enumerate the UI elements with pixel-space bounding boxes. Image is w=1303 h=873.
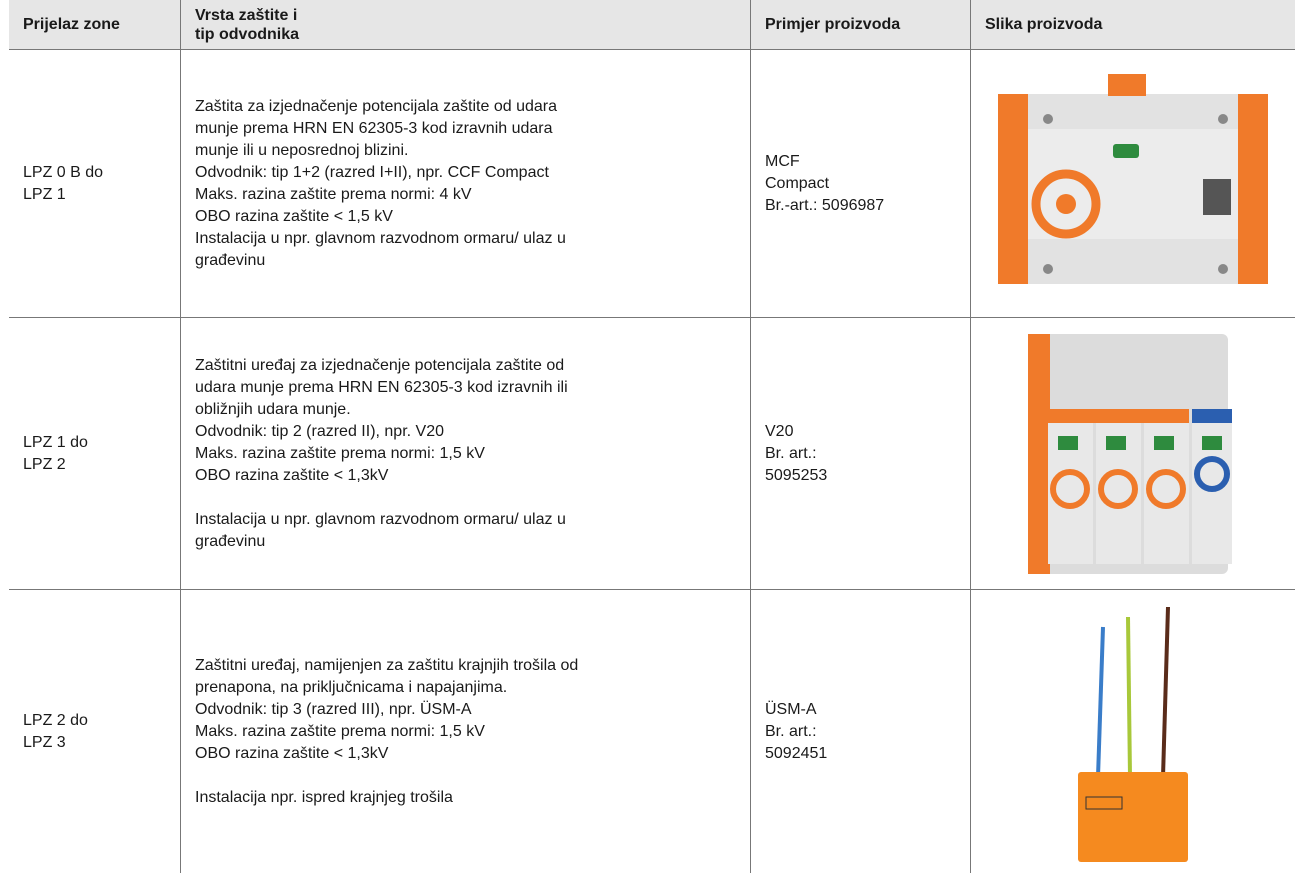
zone-text: LPZ 0 B do xyxy=(23,163,104,181)
description-text: Zaštitni uređaj za izjednačenje potencij… xyxy=(195,356,565,374)
product-image xyxy=(998,73,1268,284)
header-text: Slika proizvoda xyxy=(985,16,1103,33)
description-text: Odvodnik: tip 1+2 (razred I+II), npr. CC… xyxy=(195,163,549,181)
zone-text: LPZ 1 xyxy=(23,185,66,203)
product-cell: V20 Br. art.: 5095253 xyxy=(750,318,970,590)
product-text: V20 xyxy=(765,422,794,440)
product-text: Br. art.: xyxy=(765,722,817,740)
zone-cell: LPZ 0 B do LPZ 1 xyxy=(9,50,180,318)
description-text: Odvodnik: tip 2 (razred II), npr. V20 xyxy=(195,422,445,440)
header-cell: Vrsta zaštite i tip odvodnika xyxy=(180,0,750,50)
zone-text: LPZ 3 xyxy=(23,733,66,751)
description-cell: Zaštitni uređaj, namijenjen za zaštitu k… xyxy=(180,590,750,873)
description-text: Maks. razina zaštite prema normi: 1,5 kV xyxy=(195,444,485,462)
description-text: građevinu xyxy=(195,532,266,550)
zone-cell: LPZ 1 do LPZ 2 xyxy=(9,318,180,590)
description-text: Maks. razina zaštite prema normi: 4 kV xyxy=(195,185,472,203)
zone-text: LPZ 1 do xyxy=(23,433,88,451)
description-text: OBO razina zaštite < 1,3kV xyxy=(195,744,389,762)
description-text: Instalacija u npr. glavnom razvodnom orm… xyxy=(195,510,566,528)
image-cell xyxy=(970,590,1295,873)
spacer xyxy=(195,487,737,509)
product-text: Compact xyxy=(765,174,830,192)
description-text: prenapona, na priključnicama i napajanji… xyxy=(195,678,508,696)
header-text: Vrsta zaštite i xyxy=(195,6,298,24)
description-text: Maks. razina zaštite prema normi: 1,5 kV xyxy=(195,722,485,740)
zone-text: LPZ 2 xyxy=(23,455,66,473)
description-text: OBO razina zaštite < 1,3kV xyxy=(195,466,389,484)
description-text: Instalacija npr. ispred krajnjeg trošila xyxy=(195,788,453,806)
description-text: munje prema HRN EN 62305-3 kod izravnih … xyxy=(195,119,553,137)
product-text: ÜSM-A xyxy=(765,700,817,718)
header-text: Prijelaz zone xyxy=(23,16,120,33)
spacer xyxy=(195,765,737,787)
description-text: munje ili u neposrednoj blizini. xyxy=(195,141,409,159)
description-text: Zaštita za izjednačenje potencijala zašt… xyxy=(195,97,557,115)
header-text: tip odvodnika xyxy=(195,25,299,43)
product-text: Br. art.: xyxy=(765,444,817,462)
description-text: obližnjih udara munje. xyxy=(195,400,351,418)
description-text: građevinu xyxy=(195,251,266,269)
description-cell: Zaštita za izjednačenje potencijala zašt… xyxy=(180,50,750,318)
description-cell: Zaštitni uređaj za izjednačenje potencij… xyxy=(180,318,750,590)
product-image xyxy=(1078,606,1188,862)
description-text: Instalacija u npr. glavnom razvodnom orm… xyxy=(195,229,566,247)
product-text: MCF xyxy=(765,152,800,170)
header-cell: Prijelaz zone xyxy=(9,0,180,50)
product-cell: MCF Compact Br.-art.: 5096987 xyxy=(750,50,970,318)
header-text: Primjer proizvoda xyxy=(765,16,901,33)
description-text: Odvodnik: tip 3 (razred III), npr. ÜSM-A xyxy=(195,700,472,718)
product-text: 5095253 xyxy=(765,466,828,484)
table: Prijelaz zone Vrsta zaštite i tip odvodnik… xyxy=(9,0,1295,873)
description-text: OBO razina zaštite < 1,5 kV xyxy=(195,207,393,225)
header-cell: Primjer proizvoda xyxy=(750,0,970,50)
product-text: 5092451 xyxy=(765,744,828,762)
description-text: udara munje prema HRN EN 62305-3 kod izr… xyxy=(195,378,568,396)
description-text: Zaštitni uređaj, namijenjen za zaštitu k… xyxy=(195,656,579,674)
image-cell xyxy=(970,318,1295,590)
zone-text: LPZ 2 do xyxy=(23,711,88,729)
product-text: Br.-art.: 5096987 xyxy=(765,196,885,214)
product-image xyxy=(1028,333,1232,574)
zone-cell: LPZ 2 do LPZ 3 xyxy=(9,590,180,873)
product-cell: ÜSM-A Br. art.: 5092451 xyxy=(750,590,970,873)
header-cell: Slika proizvoda xyxy=(970,0,1295,50)
image-cell xyxy=(970,50,1295,318)
